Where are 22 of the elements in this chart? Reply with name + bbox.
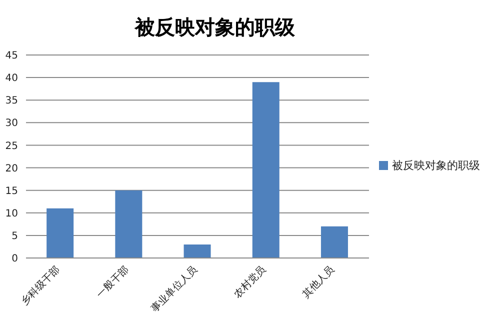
y-tick-label: 5 (12, 230, 18, 242)
bar (184, 244, 211, 258)
y-tick-label: 10 (5, 208, 18, 220)
bar (252, 82, 280, 258)
chart-title: 被反映对象的职级 (133, 14, 296, 41)
y-tick-label: 15 (5, 186, 18, 197)
x-tick-label: 一般干部 (94, 264, 132, 300)
y-tick-label: 25 (5, 140, 18, 152)
legend-label: 被反映对象的职级 (392, 159, 480, 172)
x-tick-label: 事业单位人员 (148, 264, 200, 315)
bar (320, 226, 348, 258)
x-tick-label: 乡科级干部 (18, 264, 62, 308)
y-tick-label: 30 (5, 118, 18, 130)
y-tick-label: 20 (5, 163, 18, 174)
y-tick-label: 0 (12, 254, 18, 265)
bar (115, 190, 142, 258)
x-tick-label: 其他人员 (300, 264, 337, 300)
bar (46, 208, 74, 258)
x-tick-label: 农村党员 (231, 264, 268, 300)
y-tick-label: 45 (5, 50, 18, 62)
y-tick-label: 35 (5, 96, 18, 107)
y-tick-label: 40 (5, 73, 18, 84)
